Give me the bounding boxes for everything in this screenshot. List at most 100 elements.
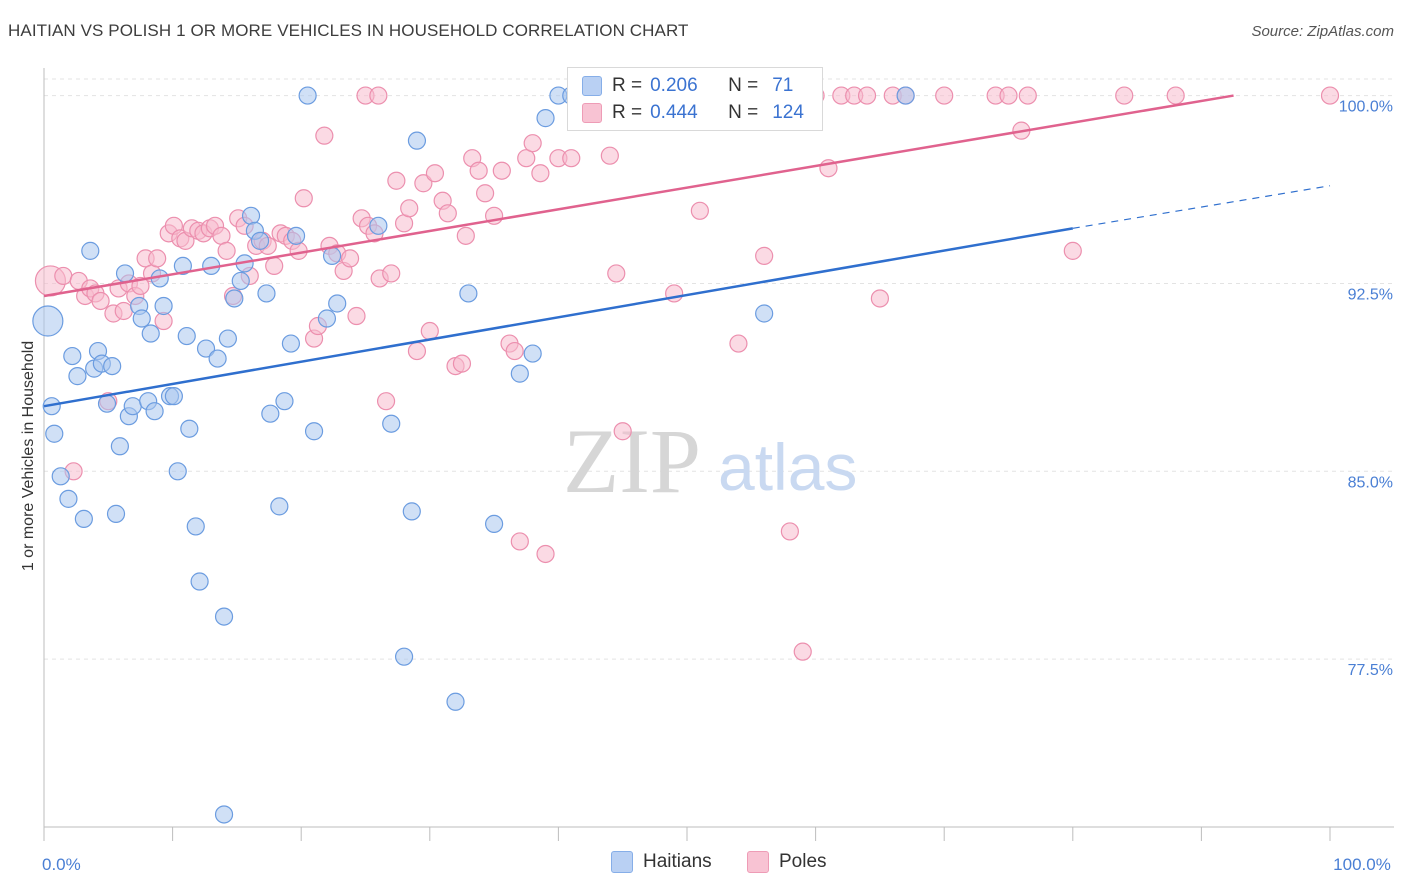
poles-legend-swatch: [747, 851, 769, 873]
pole-point: [517, 149, 536, 168]
pole-point: [613, 422, 632, 441]
haitian-point: [190, 572, 209, 591]
haitian-point: [328, 294, 347, 313]
watermark-atlas: atlas: [718, 430, 857, 504]
pole-point: [531, 164, 550, 183]
haitian-point: [110, 437, 129, 456]
haitian-point: [45, 424, 64, 443]
pole-point: [394, 214, 414, 233]
haitian-point: [241, 206, 261, 225]
pole-point: [148, 249, 167, 268]
pole-point: [212, 226, 231, 245]
haitian-point: [394, 647, 414, 666]
haitians-r-label: R =: [612, 75, 643, 96]
haitian-point: [523, 344, 542, 363]
pole-point: [793, 642, 812, 661]
haitian-point: [510, 364, 529, 383]
pole-point: [690, 201, 709, 220]
haitian-point: [106, 504, 126, 523]
pole-point: [523, 134, 542, 153]
pole-point: [340, 249, 360, 268]
haitian-point: [145, 402, 164, 421]
haitians-n-value: 71: [772, 75, 794, 96]
haitian-point: [485, 514, 504, 534]
haitian-point: [141, 324, 160, 343]
haitian-point: [173, 256, 192, 276]
x-tick-label: 0.0%: [42, 855, 81, 874]
legend-item-haitians[interactable]: Haitians: [611, 851, 712, 873]
haitian-point: [103, 357, 122, 376]
pole-point: [54, 266, 73, 286]
pole-point: [600, 146, 619, 165]
haitians-swatch: [582, 76, 602, 96]
pole-point: [780, 522, 799, 541]
haitian-point: [164, 387, 183, 406]
pole-point: [755, 246, 774, 265]
haitian-point: [755, 304, 774, 323]
y-tick-label: 92.5%: [1348, 286, 1393, 303]
haitian-point: [369, 216, 388, 235]
poles-n-label: N =: [728, 102, 759, 123]
pole-point: [1063, 241, 1082, 260]
axes: [43, 68, 1394, 841]
haitian-point: [536, 109, 555, 128]
grid-lines: [44, 78, 1394, 660]
tick-labels: 100.0% 92.5% 85.0% 77.5% 0.0% 100.0%: [42, 99, 1393, 874]
haitian-point: [322, 246, 342, 265]
pole-point: [607, 264, 626, 283]
haitians-points: [32, 86, 915, 824]
y-axis-title: 1 or more Vehicles in Household: [20, 341, 37, 571]
correlation-legend: R = 0.206 N = 71 R = 0.444 N = 124: [567, 67, 823, 131]
pole-point: [1115, 86, 1134, 105]
haitian-point: [270, 497, 289, 516]
haitians-trend-extension: [1072, 185, 1331, 229]
haitian-point: [281, 334, 301, 353]
legend-row-poles: R = 0.444 N = 124: [582, 101, 804, 125]
pole-point: [425, 164, 445, 183]
pole-point: [414, 174, 433, 193]
pole-point: [265, 256, 284, 276]
watermark-zip: ZIP: [563, 410, 701, 512]
pole-point: [376, 392, 396, 411]
poles-legend-label: Poles: [779, 851, 827, 872]
pole-point: [492, 161, 511, 180]
haitian-point: [74, 509, 93, 528]
haitian-point: [317, 309, 337, 328]
haitian-point: [261, 404, 280, 423]
pole-point: [217, 241, 236, 260]
pole-point: [438, 204, 457, 223]
y-tick-label: 100.0%: [1339, 99, 1393, 116]
haitian-point: [97, 394, 117, 413]
haitian-point: [275, 392, 294, 411]
haitians-n-label: N =: [728, 75, 759, 96]
haitian-point: [186, 517, 205, 536]
haitian-point: [407, 131, 427, 150]
pole-point: [857, 86, 877, 105]
y-tick-label: 77.5%: [1348, 662, 1393, 679]
haitian-point: [218, 329, 237, 348]
haitian-point: [51, 467, 70, 486]
haitian-point: [123, 397, 142, 416]
haitians-legend-swatch: [611, 851, 633, 873]
haitian-point: [168, 462, 187, 481]
pole-point: [536, 544, 555, 564]
haitians-legend-label: Haitians: [643, 851, 712, 872]
pole-point: [935, 86, 954, 105]
pole-point: [510, 532, 529, 551]
x-tick-label: 100.0%: [1333, 855, 1391, 874]
chart-title: HAITIAN VS POLISH 1 OR MORE VEHICLES IN …: [8, 21, 689, 40]
pole-point: [400, 199, 419, 218]
pole-point: [475, 184, 495, 203]
poles-n-value: 124: [772, 102, 804, 123]
haitian-point: [177, 326, 196, 346]
poles-swatch: [582, 103, 602, 123]
poles-r-value: 0.444: [650, 102, 698, 123]
haitian-point: [446, 692, 465, 711]
pole-point: [114, 301, 133, 321]
haitian-point: [32, 305, 64, 337]
haitian-point: [250, 231, 270, 250]
legend-item-poles[interactable]: Poles: [747, 851, 827, 873]
pole-point: [469, 161, 488, 180]
haitian-point: [132, 309, 151, 328]
